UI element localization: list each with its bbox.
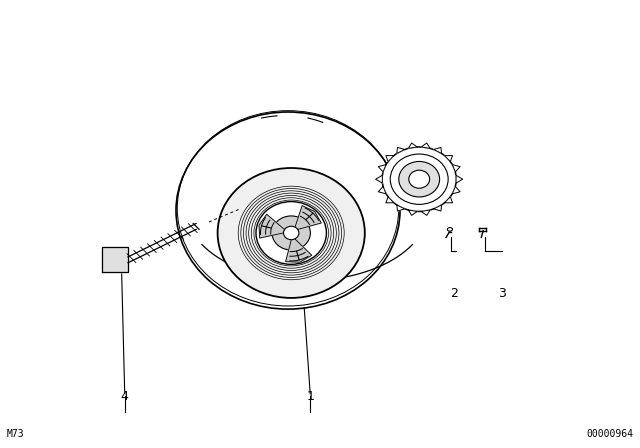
Polygon shape — [434, 205, 442, 211]
Ellipse shape — [256, 202, 326, 264]
Text: 4: 4 — [121, 390, 129, 403]
Ellipse shape — [218, 168, 365, 298]
Text: 1: 1 — [307, 390, 314, 403]
Polygon shape — [452, 186, 460, 194]
Text: M73: M73 — [6, 429, 24, 439]
Polygon shape — [456, 175, 463, 183]
Polygon shape — [376, 175, 382, 183]
Text: 00000964: 00000964 — [587, 429, 634, 439]
Polygon shape — [421, 143, 430, 148]
Ellipse shape — [399, 161, 440, 197]
Ellipse shape — [176, 112, 400, 309]
Polygon shape — [386, 155, 394, 162]
Ellipse shape — [284, 226, 299, 240]
Polygon shape — [445, 155, 452, 162]
Polygon shape — [408, 143, 417, 148]
Polygon shape — [102, 247, 128, 272]
Polygon shape — [445, 197, 452, 203]
Polygon shape — [397, 205, 404, 211]
Polygon shape — [421, 210, 430, 215]
Polygon shape — [285, 237, 312, 262]
Polygon shape — [408, 210, 417, 215]
Polygon shape — [378, 186, 386, 194]
Polygon shape — [259, 214, 287, 238]
Ellipse shape — [409, 170, 429, 188]
Text: 3: 3 — [499, 287, 506, 300]
Polygon shape — [397, 147, 404, 153]
Polygon shape — [452, 164, 460, 172]
Polygon shape — [434, 147, 442, 153]
Text: 2: 2 — [451, 287, 458, 300]
Circle shape — [447, 228, 452, 231]
Ellipse shape — [382, 147, 456, 211]
Polygon shape — [378, 164, 386, 172]
Ellipse shape — [272, 216, 310, 250]
Polygon shape — [386, 197, 394, 203]
Polygon shape — [294, 206, 321, 230]
